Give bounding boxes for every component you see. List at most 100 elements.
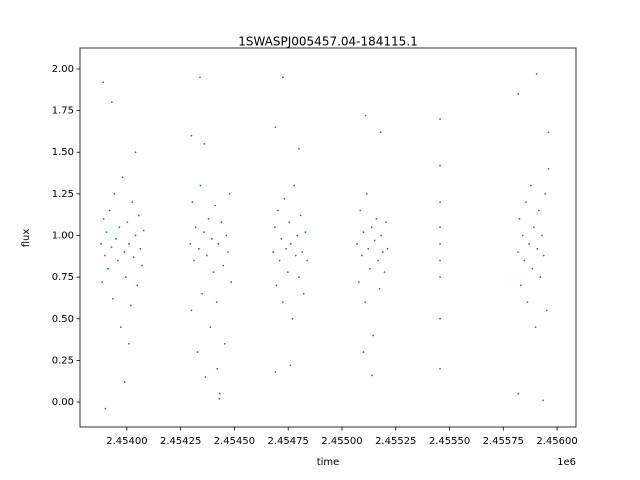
point xyxy=(539,276,542,279)
point xyxy=(223,342,226,345)
point xyxy=(285,247,287,250)
point xyxy=(375,217,378,220)
y-tick-label: 2.00 xyxy=(52,64,74,75)
point xyxy=(372,334,375,337)
point xyxy=(379,131,382,134)
point xyxy=(365,192,368,195)
point xyxy=(228,192,231,195)
point xyxy=(301,251,304,254)
point xyxy=(541,234,543,237)
point xyxy=(360,254,363,257)
y-tick-label: 1.50 xyxy=(52,147,74,158)
x-tick-label: 2.45400 xyxy=(106,436,147,447)
x-offset-label: 1e6 xyxy=(557,457,576,468)
point xyxy=(302,292,305,295)
point xyxy=(198,247,200,250)
point xyxy=(139,247,142,250)
point xyxy=(439,367,441,370)
point xyxy=(517,93,520,95)
point xyxy=(439,201,441,204)
point xyxy=(123,381,126,383)
x-tick-label: 2.45475 xyxy=(268,436,309,447)
point xyxy=(207,217,210,220)
x-tick-label: 2.45575 xyxy=(483,436,524,447)
point xyxy=(118,226,121,229)
point xyxy=(296,234,299,237)
point xyxy=(528,242,531,245)
point xyxy=(306,259,309,262)
point xyxy=(280,237,283,240)
point xyxy=(364,114,367,117)
point xyxy=(439,259,441,262)
point xyxy=(209,326,212,328)
point xyxy=(545,309,548,312)
point xyxy=(529,184,532,187)
x-tick-label: 2.45550 xyxy=(429,436,470,447)
point xyxy=(359,209,362,212)
y-tick-label: 0.50 xyxy=(52,314,74,325)
point xyxy=(293,184,296,187)
point xyxy=(289,364,292,367)
point xyxy=(289,242,292,245)
point xyxy=(141,264,143,267)
point xyxy=(101,281,104,284)
point xyxy=(439,164,441,167)
point xyxy=(104,407,107,410)
point xyxy=(278,259,281,262)
point xyxy=(298,148,300,150)
point xyxy=(534,326,537,328)
point xyxy=(212,271,215,274)
point xyxy=(304,231,307,234)
point xyxy=(112,297,114,300)
point xyxy=(518,217,521,220)
point xyxy=(517,251,519,254)
point xyxy=(298,276,300,279)
point xyxy=(216,367,219,370)
point xyxy=(542,399,544,402)
point xyxy=(128,342,130,345)
y-tick-label: 0.75 xyxy=(52,272,74,283)
point xyxy=(128,242,130,245)
point xyxy=(380,234,383,237)
point xyxy=(369,267,371,270)
point xyxy=(222,264,225,267)
point xyxy=(535,73,538,75)
point xyxy=(107,267,109,270)
point xyxy=(283,197,286,200)
point xyxy=(524,201,527,204)
point xyxy=(190,309,193,312)
point xyxy=(203,143,206,145)
x-axis-label: time xyxy=(317,457,340,468)
chart-title: 1SWASPJ005457.04-184115.1 xyxy=(238,35,418,49)
point xyxy=(532,226,535,229)
point xyxy=(544,192,547,195)
point xyxy=(115,237,118,240)
point xyxy=(123,251,126,254)
point xyxy=(230,281,233,284)
point xyxy=(134,234,137,237)
point xyxy=(201,292,204,295)
point xyxy=(362,351,365,353)
point xyxy=(523,259,526,262)
point xyxy=(286,271,289,274)
point xyxy=(439,226,441,229)
y-tick-label: 1.25 xyxy=(52,189,74,200)
point xyxy=(281,301,284,304)
point xyxy=(378,287,381,290)
point xyxy=(536,247,539,250)
point xyxy=(102,81,105,84)
point xyxy=(129,304,132,307)
y-tick-label: 1.75 xyxy=(52,106,74,117)
point xyxy=(131,201,134,204)
y-tick-label: 1.00 xyxy=(52,231,74,242)
point xyxy=(291,317,294,320)
y-axis-label: flux xyxy=(21,229,32,248)
point xyxy=(439,317,441,320)
point xyxy=(542,254,545,257)
point xyxy=(100,242,102,245)
point xyxy=(102,217,105,220)
point xyxy=(439,242,441,245)
point xyxy=(218,392,221,395)
x-tick-label: 2.45525 xyxy=(375,436,416,447)
point xyxy=(383,271,386,274)
